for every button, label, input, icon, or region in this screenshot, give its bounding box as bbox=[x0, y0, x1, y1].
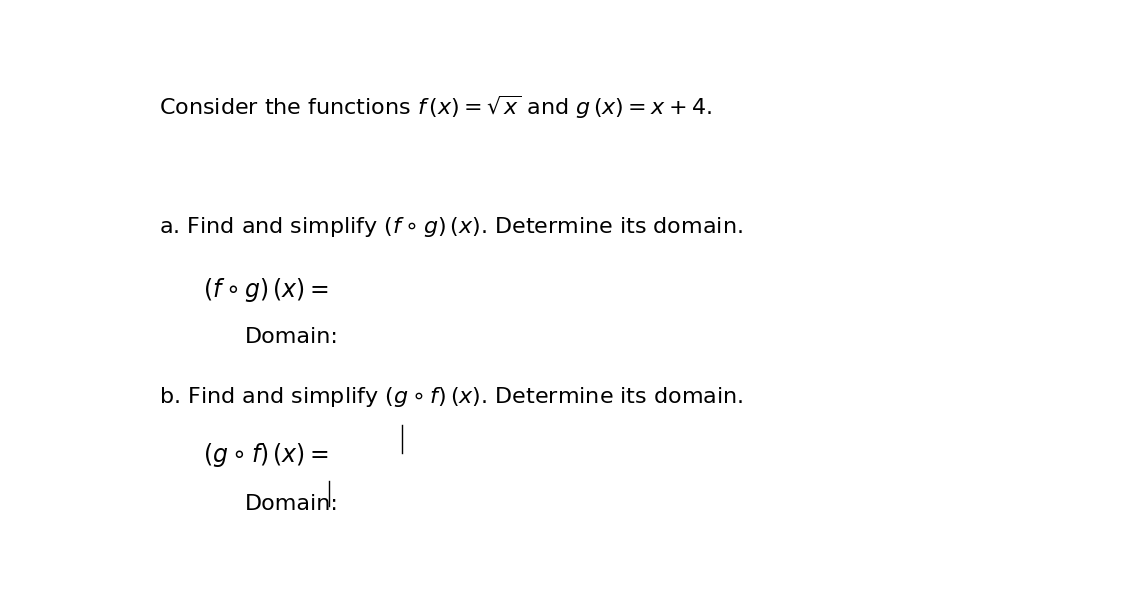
Text: a. Find and simplify $(f \circ g)\,(x)$. Determine its domain.: a. Find and simplify $(f \circ g)\,(x)$.… bbox=[159, 215, 742, 239]
Text: $(f \circ g)\,(x) =$: $(f \circ g)\,(x) =$ bbox=[204, 276, 329, 304]
Text: Domain:: Domain: bbox=[245, 494, 339, 514]
Text: Consider the functions $f\,(x) = \sqrt{x}$ and $g\,(x) = x + 4.$: Consider the functions $f\,(x) = \sqrt{x… bbox=[159, 94, 713, 121]
Text: Domain:: Domain: bbox=[245, 327, 339, 347]
Text: $(g \circ f)\,(x) =$: $(g \circ f)\,(x) =$ bbox=[204, 441, 329, 470]
Text: b. Find and simplify $(g \circ f)\,(x)$. Determine its domain.: b. Find and simplify $(g \circ f)\,(x)$.… bbox=[159, 385, 744, 410]
